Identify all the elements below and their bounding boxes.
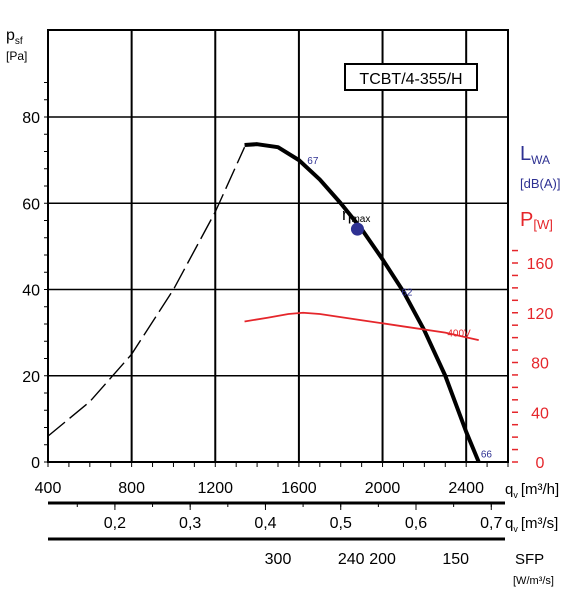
- plot-frame: [47, 29, 509, 463]
- x-flow-m3h-label: qv [m³/h]: [505, 481, 559, 500]
- x-m3s-tick-label: 0,7: [480, 515, 502, 532]
- x-m3h-tick-label: 2000: [365, 480, 401, 497]
- y-left-tick-label: 40: [22, 283, 40, 300]
- model-label-box: [344, 63, 478, 91]
- sfp-tick-label: 240: [338, 551, 365, 568]
- lwa-annotation: 66: [481, 449, 493, 460]
- lwa-unit: [dB(A)]: [520, 176, 560, 191]
- sfp-tick-label: 300: [265, 551, 292, 568]
- x-m3s-tick-label: 0,4: [254, 515, 276, 532]
- power-tick-label: 40: [531, 405, 549, 422]
- pressure-curve-unstable: [47, 146, 246, 437]
- x-m3s-tick-label: 0,3: [179, 515, 201, 532]
- grid: [48, 30, 508, 462]
- x-m3s-tick-label: 0,5: [330, 515, 352, 532]
- x-flow-m3s-label: qv [m³/s]: [505, 515, 558, 534]
- sfp-unit: [W/m³/s]: [513, 575, 554, 587]
- power-tick-label: 120: [527, 306, 554, 323]
- lwa-label: LWA: [520, 143, 550, 167]
- y-left-tick-label: 60: [22, 196, 40, 213]
- minor-ticks: [44, 82, 518, 467]
- y-left-label: psf: [6, 27, 23, 47]
- y-left-tick-label: 20: [22, 369, 40, 386]
- x-m3h-tick-label: 800: [118, 480, 145, 497]
- x-m3s-tick-label: 0,6: [405, 515, 427, 532]
- power-label: P[W]: [520, 209, 553, 232]
- x-m3s-tick-label: 0,2: [104, 515, 126, 532]
- lwa-annotation: 62: [401, 288, 413, 299]
- pressure-curve: [244, 142, 481, 463]
- eta-max-point: [350, 222, 364, 236]
- y-left-unit: [Pa]: [6, 49, 27, 63]
- power-curve: [244, 311, 479, 341]
- x-m3h-tick-label: 1600: [281, 480, 317, 497]
- power-tick-label: 160: [527, 256, 554, 273]
- model-label: TCBT/4-355/H: [359, 71, 462, 88]
- power-tick-label: 0: [536, 455, 545, 472]
- x-m3h-tick-label: 400: [35, 480, 62, 497]
- sfp-tick-label: 150: [442, 551, 469, 568]
- y-left-tick-label: 0: [31, 455, 40, 472]
- curves: [47, 142, 481, 463]
- power-tick-label: 80: [531, 356, 549, 373]
- y-left-tick-label: 80: [22, 110, 40, 127]
- power-curve-label: 400V: [447, 329, 471, 340]
- eta-max-label: ηmax: [342, 205, 370, 225]
- x-m3h-tick-label: 2400: [448, 480, 484, 497]
- sfp-tick-label: 200: [369, 551, 396, 568]
- x-m3h-tick-label: 1200: [197, 480, 233, 497]
- sfp-label: SFP: [515, 551, 544, 568]
- lwa-annotation: 67: [307, 156, 319, 167]
